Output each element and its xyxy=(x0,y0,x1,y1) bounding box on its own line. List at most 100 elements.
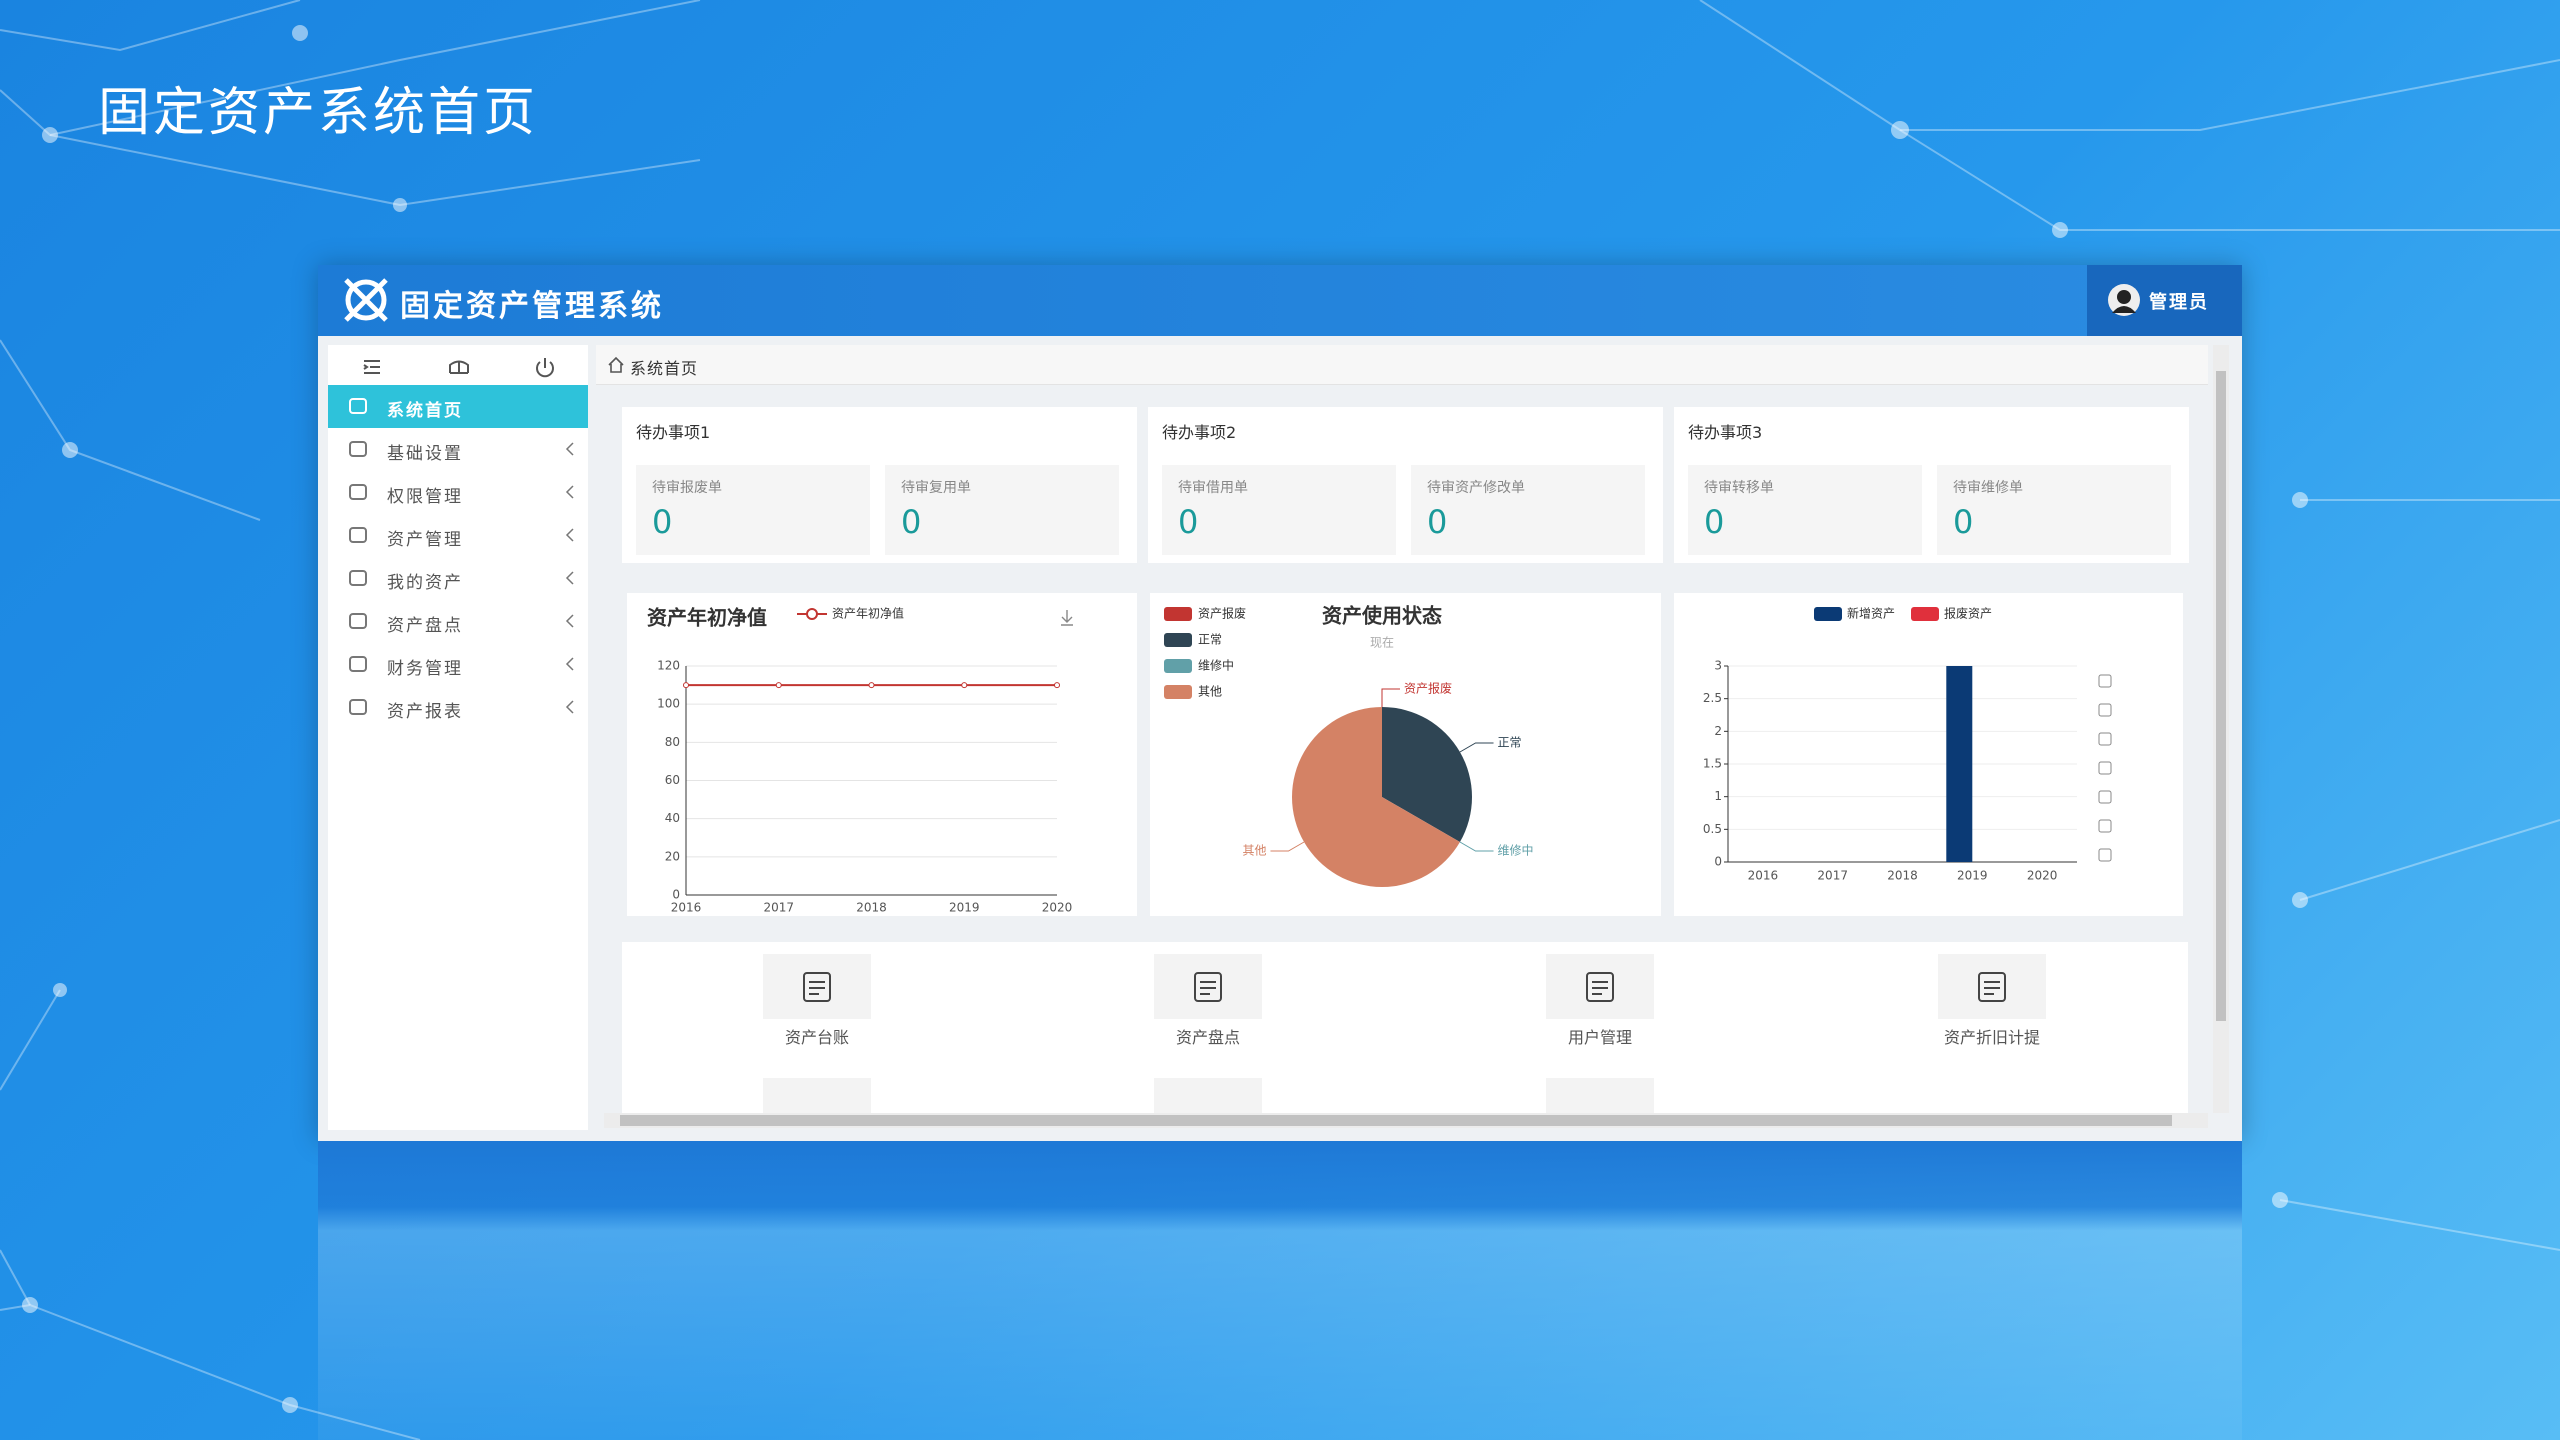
menu-icon-shape xyxy=(349,656,367,672)
chart-subtitle: 现在 xyxy=(1370,636,1394,650)
todo-item[interactable]: 待审报废单 0 xyxy=(636,465,870,555)
y-tick-label: 40 xyxy=(665,811,680,825)
toolbar-button xyxy=(363,360,380,374)
x-tick-label: 2017 xyxy=(1817,869,1848,883)
horizontal-scrollbar[interactable] xyxy=(604,1113,2208,1128)
chevron xyxy=(565,614,574,628)
menu-item[interactable]: 基础设置 xyxy=(328,428,588,471)
todo-item[interactable]: 待审维修单 0 xyxy=(1937,465,2171,555)
y-tick-label: 120 xyxy=(657,659,680,673)
y-tick-label: 0 xyxy=(672,888,680,902)
shortcut-button[interactable] xyxy=(1938,954,2046,1019)
line-point xyxy=(775,682,782,689)
y-tick-label: 1 xyxy=(1714,789,1722,803)
chart-panel: 资产使用状态 现在 资产报废 资产报废 正常 正常 维修中 维修中 其他 其他 xyxy=(1150,593,1661,916)
shortcut-button[interactable] xyxy=(1154,1078,1262,1113)
chevron-shape xyxy=(565,528,574,542)
menu-item[interactable]: 财务管理 xyxy=(328,643,588,686)
menu-icon-shape xyxy=(349,441,367,457)
chevron xyxy=(565,657,574,671)
todo-item[interactable]: 待审复用单 0 xyxy=(885,465,1119,555)
legend-label: 报废资产 xyxy=(1944,606,1992,621)
bar xyxy=(1946,666,1973,862)
label-line xyxy=(1459,742,1494,753)
shortcut-icon-detail xyxy=(1984,981,2000,995)
shortcut-button[interactable] xyxy=(1546,954,1654,1019)
menu-icon xyxy=(349,570,367,586)
chevron-shape xyxy=(565,614,574,628)
menu-item[interactable]: 我的资产 xyxy=(328,557,588,600)
app-header: 固定资产管理系统 管理员 xyxy=(318,265,2242,336)
toolbox-button xyxy=(2098,761,2112,775)
menu-icon-shape xyxy=(349,570,367,586)
shortcut-button[interactable] xyxy=(763,1078,871,1113)
scroll-thumb[interactable] xyxy=(620,1115,2172,1126)
shortcut-button[interactable] xyxy=(1154,954,1262,1019)
slice-label: 资产报废 xyxy=(1404,681,1452,696)
todo-label: 待审转移单 xyxy=(1704,480,1774,496)
scroll-thumb[interactable] xyxy=(2216,371,2226,1021)
line-point xyxy=(961,682,968,689)
menu-item[interactable]: 系统首页 xyxy=(328,385,588,428)
menu-item[interactable]: 资产管理 xyxy=(328,514,588,557)
line-point xyxy=(1054,682,1060,689)
chart-panel: 0 0.5 1 1.5 2 2.5 3 2016 2017 2018 2019 2020 新增资产 报废资… xyxy=(1674,593,2183,916)
y-tick-label: 20 xyxy=(665,849,680,863)
user-name: 管理员 xyxy=(2149,292,2209,313)
shortcut-icon xyxy=(1194,972,1222,1002)
label-line xyxy=(1381,688,1400,707)
x-tick-label: 2020 xyxy=(1042,901,1073,915)
todo-item[interactable]: 待审借用单 0 xyxy=(1162,465,1396,555)
menu-label: 系统首页 xyxy=(387,401,463,421)
legend-label: 维修中 xyxy=(1198,658,1234,673)
line-point xyxy=(683,682,689,689)
toolbox-button xyxy=(2098,732,2112,746)
menu-label: 资产盘点 xyxy=(387,616,463,636)
menu-icon-shape xyxy=(349,699,367,715)
vertical-scrollbar[interactable] xyxy=(2213,345,2229,1113)
shortcut-label: 资产台账 xyxy=(784,1028,849,1047)
app-title: 固定资产管理系统 xyxy=(400,289,664,324)
legend-swatch xyxy=(1911,607,1939,621)
chevron-shape xyxy=(565,571,574,585)
x-tick-label: 2017 xyxy=(763,901,794,915)
shortcut-button[interactable] xyxy=(763,954,871,1019)
shortcut-icon-shape xyxy=(1978,972,2006,1002)
user-menu[interactable]: 管理员 xyxy=(2087,265,2242,336)
label-line xyxy=(1459,841,1494,852)
todo-count: 0 xyxy=(1178,503,1199,541)
slice-label: 其他 xyxy=(1242,844,1266,858)
menu-item[interactable]: 权限管理 xyxy=(328,471,588,514)
y-tick-label: 2 xyxy=(1714,724,1722,738)
menu-icon xyxy=(349,527,367,543)
avatar-body xyxy=(2112,306,2136,313)
todo-item[interactable]: 待审转移单 0 xyxy=(1688,465,1922,555)
toolbox-button xyxy=(2098,674,2112,688)
shortcut-icon-detail xyxy=(1592,981,1608,995)
chart: 0 0.5 1 1.5 2 2.5 3 2016 2017 2018 2019 2020 新增资产 报废资… xyxy=(1703,606,2112,883)
menu-icon-shape xyxy=(349,613,367,629)
menu-item[interactable]: 资产报表 xyxy=(328,686,588,729)
menu-icon-shape xyxy=(349,484,367,500)
logo xyxy=(344,278,388,322)
toolbar-button xyxy=(536,358,554,378)
breadcrumb-label: 系统首页 xyxy=(630,359,699,378)
chart: 资产年初净值 0 20 40 60 80 100 120 2016 2017 2018 2019 202… xyxy=(647,606,1073,915)
shortcut-button[interactable] xyxy=(1546,1078,1654,1113)
menu-icon xyxy=(349,484,367,500)
toolbox-button xyxy=(2098,848,2112,862)
y-tick-label: 1.5 xyxy=(1703,757,1722,771)
home-icon xyxy=(608,356,624,373)
x-tick-label: 2016 xyxy=(671,901,702,915)
slice-label: 正常 xyxy=(1498,736,1522,750)
menu-item[interactable]: 资产盘点 xyxy=(328,600,588,643)
chevron-shape xyxy=(565,700,574,714)
todo-item[interactable]: 待审资产修改单 0 xyxy=(1411,465,1645,555)
label-line xyxy=(1270,841,1305,852)
menu-icon-shape xyxy=(349,527,367,543)
download-icon xyxy=(1061,610,1073,626)
chart-title: 资产使用状态 xyxy=(1322,604,1442,628)
menu-icon-shape xyxy=(349,398,367,414)
